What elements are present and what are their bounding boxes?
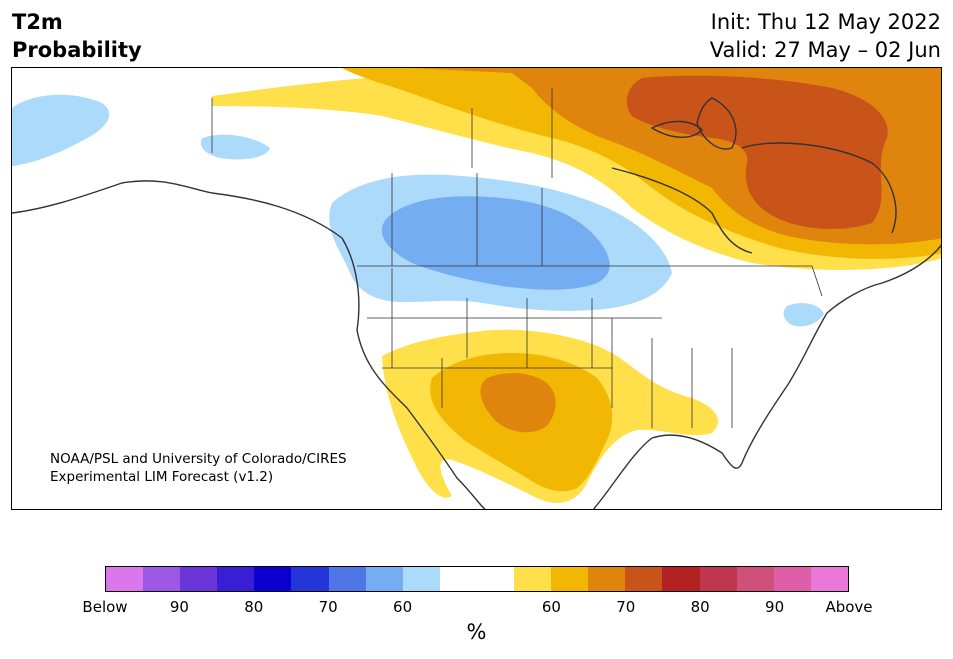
colorbar-tick-label: 70 bbox=[318, 598, 338, 616]
colorbar-swatch bbox=[736, 567, 774, 591]
warm-region-south-80 bbox=[480, 373, 556, 433]
credit-line-2: Experimental LIM Forecast (v1.2) bbox=[50, 469, 274, 485]
date-info: Init: Thu 12 May 2022 Valid: 27 May – 02… bbox=[710, 8, 941, 64]
colorbar-tick-labels: Below 90 80 70 60 60 70 80 90 Above bbox=[82, 598, 872, 618]
colorbar-swatch bbox=[402, 567, 440, 591]
colorbar-swatch bbox=[106, 567, 144, 591]
colorbar-swatch bbox=[514, 567, 552, 591]
cold-region-yukon bbox=[200, 134, 270, 160]
cold-region-newengland bbox=[783, 303, 824, 327]
product-label: Probability bbox=[12, 38, 142, 62]
cold-region-alaska bbox=[12, 94, 110, 166]
map-canvas bbox=[12, 68, 941, 509]
colorbar-swatch bbox=[439, 567, 477, 591]
colorbar-tick-label: 90 bbox=[765, 598, 785, 616]
colorbar-swatch bbox=[699, 567, 737, 591]
colorbar-swatch bbox=[180, 567, 218, 591]
colorbar-swatch bbox=[551, 567, 589, 591]
credit-line-1: NOAA/PSL and University of Colorado/CIRE… bbox=[50, 451, 347, 467]
colorbar bbox=[105, 566, 849, 592]
warm-region-north-90 bbox=[626, 75, 888, 230]
coastlines bbox=[12, 97, 941, 509]
colorbar-swatch bbox=[217, 567, 255, 591]
valid-range: Valid: 27 May – 02 Jun bbox=[709, 38, 941, 62]
colorbar-tick-label: 80 bbox=[690, 598, 710, 616]
map-title: T2m Probability bbox=[12, 8, 142, 64]
variable-label: T2m bbox=[12, 10, 63, 34]
colorbar-swatch bbox=[476, 567, 515, 591]
colorbar-unit: % bbox=[466, 620, 487, 644]
colorbar-swatch bbox=[291, 567, 329, 591]
colorbar-swatch bbox=[625, 567, 663, 591]
forecast-map: NOAA/PSL and University of Colorado/CIRE… bbox=[11, 67, 942, 510]
init-date: Init: Thu 12 May 2022 bbox=[710, 10, 941, 34]
colorbar-swatch bbox=[810, 567, 848, 591]
credit-text: NOAA/PSL and University of Colorado/CIRE… bbox=[50, 450, 347, 486]
colorbar-swatch bbox=[143, 567, 181, 591]
colorbar-tick-label: 60 bbox=[393, 598, 413, 616]
political-borders bbox=[211, 88, 823, 428]
colorbar-swatch bbox=[365, 567, 403, 591]
colorbar-tick-label: Above bbox=[825, 598, 873, 616]
colorbar-swatch bbox=[773, 567, 811, 591]
colorbar-swatch bbox=[588, 567, 626, 591]
colorbar-tick-label: 90 bbox=[169, 598, 189, 616]
colorbar-swatch bbox=[328, 567, 366, 591]
colorbar-tick-label: Below bbox=[82, 598, 128, 616]
colorbar-tick-label: 70 bbox=[616, 598, 636, 616]
colorbar-tick-label: 80 bbox=[244, 598, 264, 616]
colorbar-tick-label: 60 bbox=[541, 598, 561, 616]
colorbar-swatch bbox=[662, 567, 700, 591]
colorbar-swatch bbox=[254, 567, 292, 591]
